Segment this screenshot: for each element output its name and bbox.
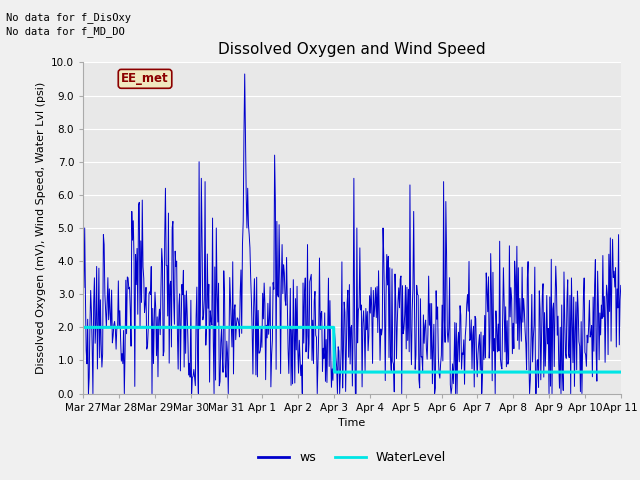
Legend: ws, WaterLevel: ws, WaterLevel bbox=[253, 446, 451, 469]
WaterLevel bbox=[79, 324, 87, 330]
Y-axis label: Dissolved Oxygen (mV), Wind Speed, Water Lvl (psi): Dissolved Oxygen (mV), Wind Speed, Water… bbox=[36, 82, 45, 374]
ws bbox=[241, 71, 248, 77]
Title: Dissolved Oxygen and Wind Speed: Dissolved Oxygen and Wind Speed bbox=[218, 42, 486, 57]
ws bbox=[145, 291, 153, 297]
WaterLevel bbox=[434, 369, 442, 375]
Text: No data for f_MD_DO: No data for f_MD_DO bbox=[6, 26, 125, 37]
WaterLevel bbox=[199, 324, 207, 330]
WaterLevel bbox=[227, 324, 235, 330]
WaterLevel bbox=[145, 324, 152, 330]
ws bbox=[200, 312, 207, 318]
WaterLevel bbox=[418, 369, 426, 375]
ws bbox=[84, 391, 92, 396]
WaterLevel bbox=[331, 369, 339, 375]
Line: ws: ws bbox=[83, 74, 621, 394]
X-axis label: Time: Time bbox=[339, 418, 365, 428]
Text: EE_met: EE_met bbox=[121, 72, 169, 85]
Line: WaterLevel: WaterLevel bbox=[83, 327, 621, 372]
WaterLevel bbox=[89, 324, 97, 330]
ws bbox=[90, 300, 97, 306]
ws bbox=[79, 235, 87, 241]
ws bbox=[617, 283, 625, 288]
Text: No data for f_DisOxy: No data for f_DisOxy bbox=[6, 12, 131, 23]
WaterLevel bbox=[617, 369, 625, 375]
ws bbox=[435, 355, 442, 361]
ws bbox=[228, 344, 236, 350]
ws bbox=[419, 368, 426, 373]
